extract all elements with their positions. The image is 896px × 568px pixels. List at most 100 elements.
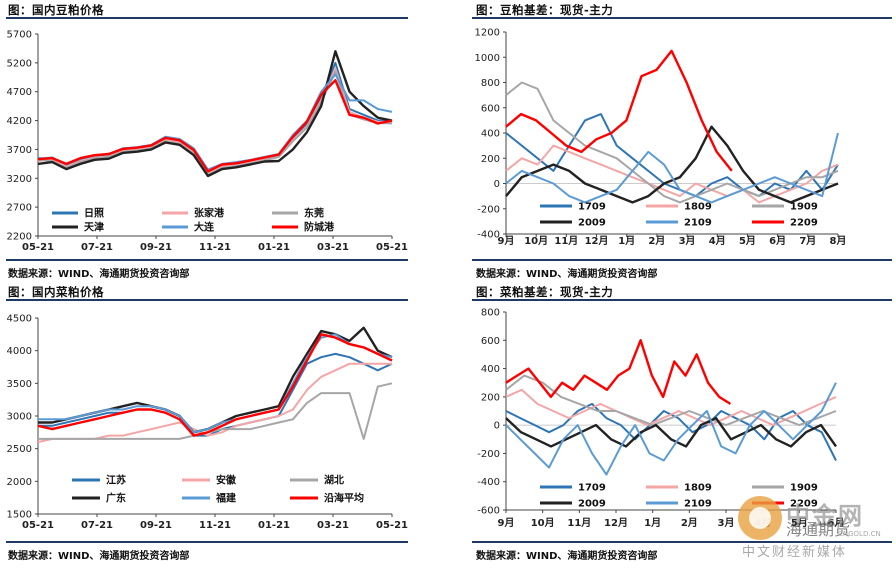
y-tick-label: 4500 bbox=[7, 314, 32, 325]
legend-label-福建: 福建 bbox=[215, 492, 237, 505]
legend-label-张家港: 张家港 bbox=[194, 207, 225, 220]
x-tick-label: 2月 bbox=[681, 517, 698, 529]
panel-rule-bottom-left bbox=[6, 299, 408, 301]
series-line-天津 bbox=[37, 50, 393, 178]
y-tick-label: 2200 bbox=[7, 232, 32, 243]
y-tick-label: 5700 bbox=[7, 30, 32, 41]
y-tick-label: 4200 bbox=[7, 116, 32, 127]
y-tick-label: 400 bbox=[481, 129, 500, 140]
x-tick-label: 6月 bbox=[828, 517, 845, 529]
x-tick-label: 6月 bbox=[769, 235, 786, 247]
y-tick-label: 400 bbox=[481, 364, 500, 375]
y-tick-label: 4000 bbox=[7, 346, 32, 357]
x-tick-label: 8月 bbox=[830, 235, 847, 247]
x-tick-label: 01-21 bbox=[258, 520, 290, 531]
source-note-top-left: 数据来源：WIND、海通期货投资咨询部 bbox=[8, 269, 190, 280]
y-tick-label: 2000 bbox=[7, 477, 32, 488]
legend-label-沿海平均: 沿海平均 bbox=[324, 492, 364, 505]
legend-label-防城港: 防城港 bbox=[304, 221, 335, 234]
x-tick-label: 03-21 bbox=[317, 242, 349, 253]
watermark-overlay-text: 海通期货 bbox=[786, 520, 851, 539]
y-tick-label: 1200 bbox=[475, 28, 500, 39]
source-note-bottom-right: 数据来源：WIND、海通期货投资咨询部 bbox=[476, 551, 658, 562]
legend-label-大连: 大连 bbox=[194, 221, 215, 234]
source-rule-top-right bbox=[472, 259, 892, 261]
legend-label-1709: 1709 bbox=[578, 202, 606, 213]
y-tick-label: 3500 bbox=[7, 379, 32, 390]
y-tick-label: 2700 bbox=[7, 203, 32, 214]
legend-label-2209: 2209 bbox=[790, 218, 818, 229]
source-rule-bottom-right bbox=[472, 541, 892, 543]
panel-title-soymeal-basis: 图：豆粕基差：现货-主力 bbox=[476, 3, 614, 17]
x-tick-label: 11月 bbox=[567, 517, 591, 529]
panel-title-rapemeal-basis: 图：菜粕基差：现货-主力 bbox=[476, 285, 614, 299]
source-rule-bottom-left bbox=[6, 541, 408, 543]
legend-label-1809: 1809 bbox=[684, 483, 712, 494]
x-tick-label: 9月 bbox=[498, 517, 515, 529]
legend-label-2009: 2009 bbox=[578, 218, 606, 229]
y-tick-label: 3200 bbox=[7, 174, 32, 185]
x-tick-label: 2月 bbox=[648, 235, 665, 247]
chart-soymeal-basis: -400 -200 0 200 400 600 800 1000 1200 9月 10月 11月 12月… bbox=[475, 28, 847, 248]
legend-label-日照: 日照 bbox=[84, 208, 104, 220]
legend-label-江苏: 江苏 bbox=[106, 474, 126, 487]
x-tick-label: 11-21 bbox=[199, 242, 231, 253]
legend-label-安徽: 安徽 bbox=[216, 474, 237, 487]
x-tick-label: 10月 bbox=[531, 517, 555, 529]
series-line-江苏 bbox=[38, 352, 393, 437]
y-tick-label: 200 bbox=[481, 392, 500, 403]
x-tick-label: 9月 bbox=[498, 235, 515, 247]
series-line-1909 bbox=[505, 374, 837, 427]
series-line-湖北 bbox=[38, 382, 393, 440]
y-tick-label: 600 bbox=[481, 103, 500, 114]
source-note-bottom-left: 数据来源：WIND、海通期货投资咨询部 bbox=[8, 551, 190, 562]
series-line-2009 bbox=[505, 416, 837, 448]
legend-label-1909: 1909 bbox=[790, 202, 818, 213]
y-tick-label: 600 bbox=[481, 336, 500, 347]
y-tick-label: 1500 bbox=[7, 510, 32, 521]
source-note-top-right: 数据来源：WIND、海通期货投资咨询部 bbox=[476, 269, 658, 280]
x-tick-label: 1月 bbox=[618, 235, 635, 247]
legend-label-1709: 1709 bbox=[578, 483, 606, 494]
x-tick-label: 07-21 bbox=[81, 520, 113, 531]
legend-label-2109: 2109 bbox=[684, 499, 712, 510]
x-tick-label: 05-21 bbox=[22, 242, 54, 253]
x-tick-label: 12月 bbox=[604, 517, 628, 529]
y-tick-label: 1000 bbox=[475, 53, 500, 64]
y-tick-label: -600 bbox=[477, 506, 500, 517]
y-tick-label: -200 bbox=[477, 204, 500, 215]
series-line-2109 bbox=[505, 382, 837, 476]
y-tick-label: 800 bbox=[481, 78, 500, 89]
y-tick-label: 3700 bbox=[7, 145, 32, 156]
x-tick-label: 05-21 bbox=[376, 520, 408, 531]
panel-title-rapemeal-price: 图：国内菜粕价格 bbox=[8, 285, 104, 299]
chart-soymeal-price: 2200 2700 3200 3700 4200 4700 5200 5700 05-21 07-… bbox=[7, 30, 408, 254]
y-tick-label: 5200 bbox=[7, 58, 32, 69]
x-tick-label: 05-21 bbox=[22, 520, 54, 531]
series-line-2109 bbox=[505, 132, 839, 204]
x-tick-label: 07-21 bbox=[81, 242, 113, 253]
y-tick-label: 0 bbox=[494, 421, 500, 432]
x-tick-label: 1月 bbox=[644, 517, 661, 529]
y-tick-label: -400 bbox=[477, 230, 500, 241]
panel-rule-top-right bbox=[472, 17, 892, 19]
y-tick-label: -400 bbox=[477, 477, 500, 488]
legend-label-广东: 广东 bbox=[106, 492, 126, 505]
legend-label-天津: 天津 bbox=[84, 221, 104, 234]
series-line-1809 bbox=[505, 144, 839, 204]
y-tick-label: 0 bbox=[494, 179, 500, 190]
x-tick-label: 01-21 bbox=[258, 242, 290, 253]
y-tick-label: 3000 bbox=[7, 412, 32, 423]
series-line-2209 bbox=[505, 339, 732, 405]
watermark-url: CNGOLD.CN bbox=[838, 530, 881, 538]
legend-label-2209: 2209 bbox=[790, 499, 818, 510]
x-tick-label: 09-21 bbox=[140, 242, 172, 253]
x-tick-label: 5月 bbox=[739, 235, 756, 247]
y-tick-label: -200 bbox=[477, 449, 500, 460]
legend-label-1809: 1809 bbox=[684, 202, 712, 213]
panel-title-soymeal-price: 图：国内豆粕价格 bbox=[8, 3, 104, 17]
watermark-logo-inner bbox=[749, 507, 771, 529]
x-tick-label: 03-21 bbox=[317, 520, 349, 531]
watermark-brand: 中金网 bbox=[786, 501, 864, 530]
y-tick-label: 2500 bbox=[7, 444, 32, 455]
